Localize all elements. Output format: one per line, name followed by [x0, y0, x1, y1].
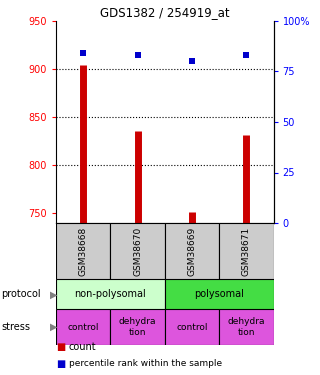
Text: polysomal: polysomal: [194, 290, 244, 299]
Bar: [165, 223, 219, 279]
Text: count: count: [69, 342, 96, 352]
Text: GSM38671: GSM38671: [242, 226, 251, 276]
Text: dehydra
tion: dehydra tion: [228, 318, 265, 337]
Bar: [165, 309, 219, 345]
Bar: [56, 279, 165, 309]
Bar: [165, 279, 274, 309]
Text: GSM38669: GSM38669: [188, 226, 196, 276]
Text: control: control: [176, 322, 208, 332]
Text: ▶: ▶: [50, 290, 57, 299]
Text: GSM38668: GSM38668: [79, 226, 88, 276]
Text: dehydra
tion: dehydra tion: [119, 318, 156, 337]
Bar: [56, 309, 110, 345]
Text: non-polysomal: non-polysomal: [75, 290, 146, 299]
Text: GSM38670: GSM38670: [133, 226, 142, 276]
Bar: [110, 223, 165, 279]
Text: percentile rank within the sample: percentile rank within the sample: [69, 359, 222, 368]
Text: protocol: protocol: [2, 290, 41, 299]
Text: ■: ■: [56, 359, 65, 369]
Bar: [219, 309, 274, 345]
Bar: [219, 223, 274, 279]
Text: ■: ■: [56, 342, 65, 352]
Bar: [56, 223, 110, 279]
Text: stress: stress: [2, 322, 31, 332]
Bar: [110, 309, 165, 345]
Text: control: control: [68, 322, 99, 332]
Text: ▶: ▶: [50, 322, 57, 332]
Title: GDS1382 / 254919_at: GDS1382 / 254919_at: [100, 6, 230, 20]
